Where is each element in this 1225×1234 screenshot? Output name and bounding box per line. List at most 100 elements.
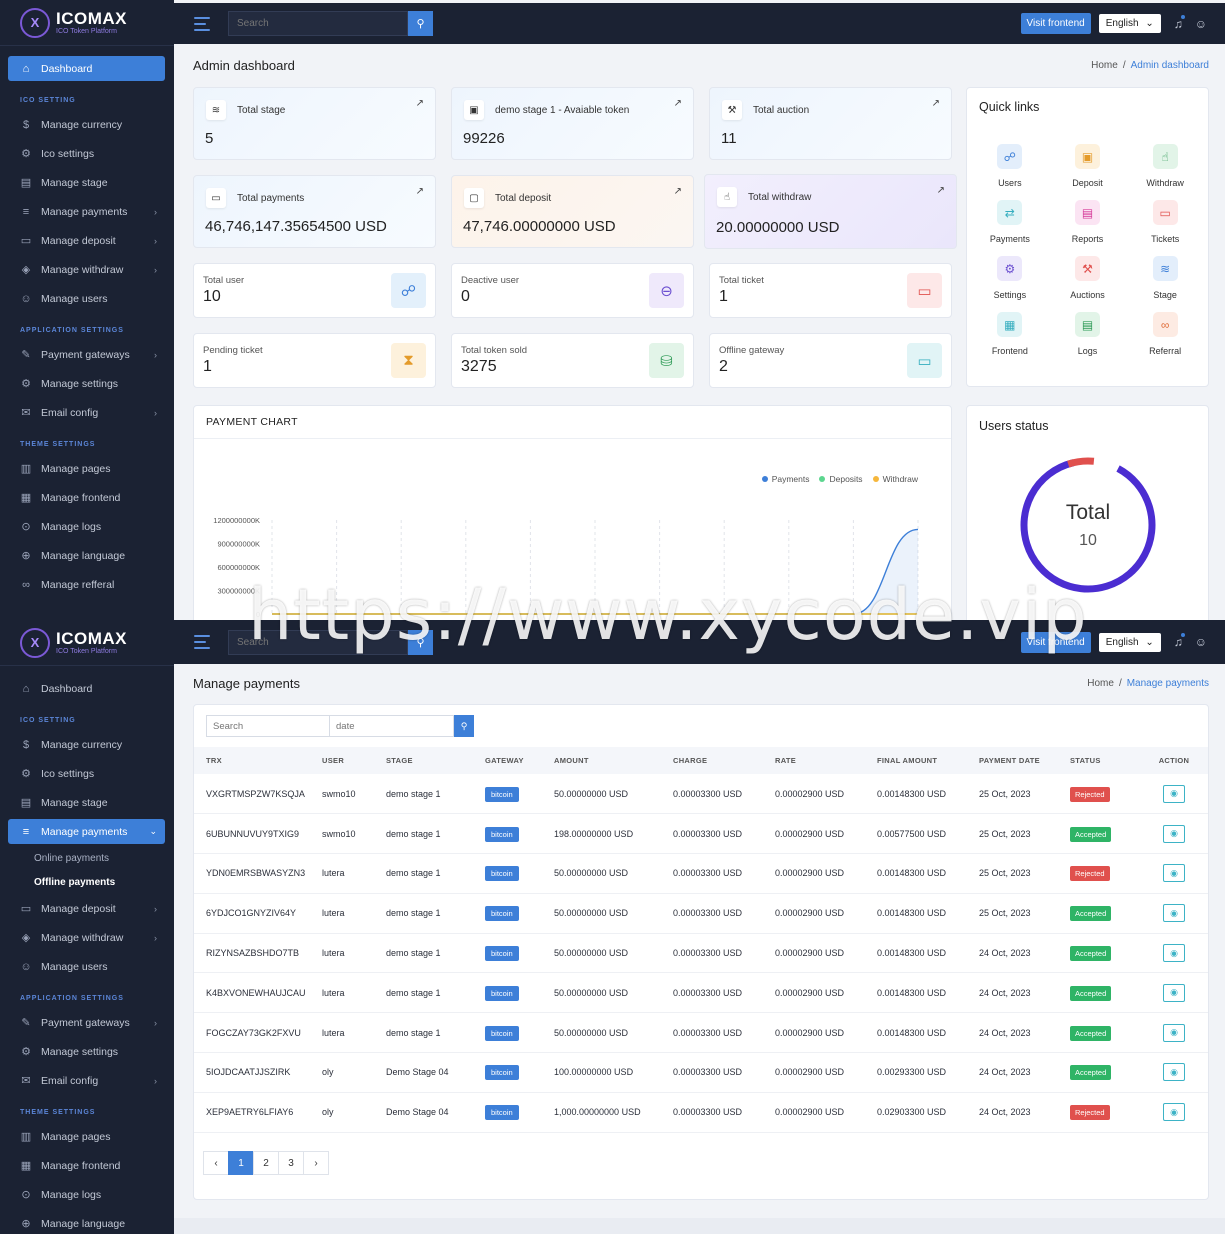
sidebar-item-manage-withdraw[interactable]: ◈ Manage withdraw › <box>21 263 157 277</box>
view-eye-icon[interactable]: ◉ <box>1163 944 1185 963</box>
quick-link-deposit[interactable]: ▣ Deposit <box>1049 144 1127 188</box>
stat-card-total-withdraw[interactable]: ☝ Total withdraw ↗ 20.00000000 USD <box>704 174 957 249</box>
sidebar-item-manage-frontend[interactable]: ▦ Manage frontend <box>20 491 121 505</box>
pagination-prev[interactable]: ‹ <box>203 1151 229 1175</box>
view-eye-icon[interactable]: ◉ <box>1163 784 1185 803</box>
view-eye-icon[interactable]: ◉ <box>1163 1063 1185 1082</box>
pagination-page-1[interactable]: 1 <box>228 1151 254 1175</box>
view-eye-icon[interactable]: ◉ <box>1163 904 1185 923</box>
sidebar-item-payment-gateways[interactable]: ✎ Payment gateways › <box>21 1016 157 1030</box>
sidebar-item-manage-pages[interactable]: ▥ Manage pages <box>20 462 111 476</box>
col-final-amount[interactable]: FINAL AMOUNT <box>877 747 979 774</box>
legend-item-deposits[interactable]: Deposits <box>819 474 863 484</box>
sidebar-item-email-config[interactable]: ✉ Email config › <box>21 406 157 420</box>
arrow-up-right-icon[interactable]: ↗ <box>936 185 945 196</box>
quick-link-referral[interactable]: ∞ Referral <box>1126 312 1204 356</box>
sidebar-subitem-online-payments[interactable]: Online payments <box>34 852 110 864</box>
col-status[interactable]: STATUS <box>1070 747 1140 774</box>
sidebar-item-manage-pages[interactable]: ▥ Manage pages <box>20 1130 111 1144</box>
col-rate[interactable]: RATE <box>775 747 877 774</box>
filter-date-input[interactable] <box>330 715 454 737</box>
col-gateway[interactable]: GATEWAY <box>485 747 554 774</box>
sidebar-item-manage-frontend[interactable]: ▦ Manage frontend <box>20 1159 121 1173</box>
quick-link-payments[interactable]: ⇄ Payments <box>971 200 1049 244</box>
notification-bell-icon[interactable]: ♫ <box>1173 633 1185 649</box>
col-stage[interactable]: STAGE <box>386 747 485 774</box>
user-profile-icon[interactable]: ☺ <box>1194 635 1207 649</box>
arrow-up-right-icon[interactable]: ↗ <box>415 98 424 109</box>
visit-frontend-button[interactable]: Visit frontend <box>1020 631 1091 653</box>
mini-card-pending-ticket[interactable]: Pending ticket 1 ⧗ <box>193 333 436 388</box>
filter-search-button[interactable]: ⚲ <box>454 715 474 737</box>
sidebar-item-manage-deposit[interactable]: ▭ Manage deposit › <box>20 902 157 916</box>
sidebar-item-manage-language[interactable]: ⊕ Manage language <box>21 1217 126 1231</box>
stat-card-total-deposit[interactable]: ▢ Total deposit ↗ 47,746.00000000 USD <box>451 175 694 248</box>
mini-card-total-ticket[interactable]: Total ticket 1 ▭ <box>709 263 952 318</box>
stat-card-total-payments[interactable]: ▭ Total payments ↗ 46,746,147.35654500 U… <box>193 175 436 248</box>
quick-link-withdraw[interactable]: ☝ Withdraw <box>1126 144 1204 188</box>
sidebar-item-manage-users[interactable]: ☺ Manage users <box>20 292 108 305</box>
mini-card-total-user[interactable]: Total user 10 ☍ <box>193 263 436 318</box>
sidebar-item-dashboard[interactable]: ⌂ Dashboard <box>0 674 174 703</box>
pagination-next[interactable]: › <box>303 1151 329 1175</box>
brand[interactable]: X ICOMAX ICO Token Platform <box>0 620 174 666</box>
arrow-up-right-icon[interactable]: ↗ <box>673 98 682 109</box>
search-button[interactable]: ⚲ <box>408 629 433 655</box>
sidebar-item-manage-stage[interactable]: ▤ Manage stage <box>20 796 108 810</box>
sidebar-item-manage-currency[interactable]: $ Manage currency <box>0 730 174 759</box>
view-eye-icon[interactable]: ◉ <box>1163 1023 1185 1042</box>
quick-link-logs[interactable]: ▤ Logs <box>1049 312 1127 356</box>
sidebar-item-email-config[interactable]: ✉ Email config › <box>21 1074 157 1088</box>
sidebar-item-manage-users[interactable]: ☺ Manage users <box>20 960 108 973</box>
sidebar-item-manage-language[interactable]: ⊕ Manage language <box>21 549 126 563</box>
language-select[interactable]: English ⌄ <box>1098 632 1161 652</box>
legend-item-withdraw[interactable]: Withdraw <box>872 474 918 484</box>
sidebar-item-manage-settings[interactable]: ⚙ Manage settings <box>21 1045 119 1059</box>
stat-card-available-token[interactable]: ▣ demo stage 1 - Avaiable token ↗ 99226 <box>451 87 694 160</box>
pagination-page-2[interactable]: 2 <box>253 1151 279 1175</box>
view-eye-icon[interactable]: ◉ <box>1163 1103 1185 1122</box>
sidebar-item-manage-payments[interactable]: ≡ Manage payments ⌄ <box>8 819 165 844</box>
sidebar-item-manage-currency[interactable]: $ Manage currency <box>0 110 174 139</box>
sidebar-item-manage-withdraw[interactable]: ◈ Manage withdraw › <box>21 931 157 945</box>
brand[interactable]: X ICOMAX ICO Token Platform <box>0 0 174 46</box>
arrow-up-right-icon[interactable]: ↗ <box>415 186 424 197</box>
sidebar-subitem-offline-payments[interactable]: Offline payments <box>34 876 116 888</box>
col-charge[interactable]: CHARGE <box>673 747 775 774</box>
sidebar-item-manage-refferal[interactable]: ∞ Manage refferal <box>0 570 174 599</box>
search-input[interactable] <box>228 11 408 36</box>
legend-item-payments[interactable]: Payments <box>761 474 809 484</box>
sidebar-item-manage-logs[interactable]: ⊙ Manage logs <box>21 1188 102 1202</box>
mini-card-total-token-sold[interactable]: Total token sold 3275 ⛁ <box>451 333 694 388</box>
quick-link-tickets[interactable]: ▭ Tickets <box>1126 200 1204 244</box>
breadcrumb-home[interactable]: Home <box>1091 60 1118 71</box>
mini-card-deactive-user[interactable]: Deactive user 0 ⊖ <box>451 263 694 318</box>
sidebar-item-manage-logs[interactable]: ⊙ Manage logs <box>21 520 102 534</box>
col-payment-date[interactable]: PAYMENT DATE <box>979 747 1070 774</box>
visit-frontend-button[interactable]: Visit frontend <box>1020 13 1091 34</box>
sidebar-item-manage-deposit[interactable]: ▭ Manage deposit › <box>20 234 157 248</box>
col-trx[interactable]: TRX <box>194 747 322 774</box>
col-action[interactable]: ACTION <box>1140 747 1208 774</box>
search-input[interactable] <box>228 629 408 655</box>
stat-card-total-auction[interactable]: ⚒ Total auction ↗ 11 <box>709 87 952 160</box>
sidebar-item-manage-stage[interactable]: ▤ Manage stage <box>20 176 108 190</box>
quick-link-auctions[interactable]: ⚒ Auctions <box>1049 256 1127 300</box>
breadcrumb-home[interactable]: Home <box>1087 678 1114 689</box>
view-eye-icon[interactable]: ◉ <box>1163 983 1185 1002</box>
menu-toggle-icon[interactable] <box>194 635 210 649</box>
col-user[interactable]: USER <box>322 747 386 774</box>
pagination-page-3[interactable]: 3 <box>278 1151 304 1175</box>
notification-bell-icon[interactable]: ♫ <box>1173 14 1185 31</box>
user-profile-icon[interactable]: ☺ <box>1194 16 1207 31</box>
arrow-up-right-icon[interactable]: ↗ <box>931 98 940 109</box>
menu-toggle-icon[interactable] <box>194 16 210 31</box>
sidebar-item-ico-settings[interactable]: ⚙ Ico settings <box>21 147 95 161</box>
quick-link-frontend[interactable]: ▦ Frontend <box>971 312 1049 356</box>
quick-link-settings[interactable]: ⚙ Settings <box>971 256 1049 300</box>
quick-link-reports[interactable]: ▤ Reports <box>1049 200 1127 244</box>
view-eye-icon[interactable]: ◉ <box>1163 864 1185 883</box>
quick-link-stage[interactable]: ≋ Stage <box>1126 256 1204 300</box>
sidebar-item-manage-settings[interactable]: ⚙ Manage settings <box>21 377 119 391</box>
quick-link-users[interactable]: ☍ Users <box>971 144 1049 188</box>
